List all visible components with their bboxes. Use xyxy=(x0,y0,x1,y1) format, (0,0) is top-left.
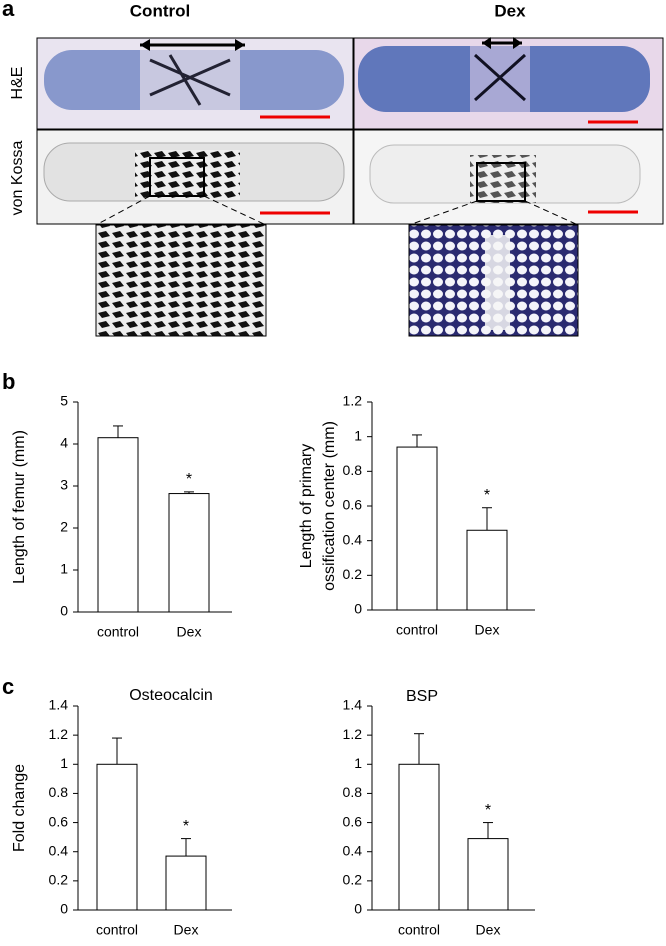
y-tick-label: 0.8 xyxy=(49,784,69,800)
y-tick-label: 0 xyxy=(354,901,362,917)
x-tick-label: Dex xyxy=(177,624,202,640)
bar xyxy=(467,838,509,911)
y-tick-label: 0.4 xyxy=(343,531,363,547)
chart-title: Osteocalcin xyxy=(129,687,213,704)
y-tick-label: 0.4 xyxy=(343,842,363,858)
y-tick-label: 3 xyxy=(60,477,68,493)
y-tick-label: 1 xyxy=(354,427,362,443)
row-label: H&E xyxy=(9,67,26,100)
chart-title: BSP xyxy=(406,688,438,705)
y-axis-label: ossification center (mm) xyxy=(321,421,338,591)
x-tick-label: Dex xyxy=(475,622,500,638)
y-tick-label: 1 xyxy=(354,755,362,771)
y-axis-label: Fold change xyxy=(11,764,28,852)
y-tick-label: 0 xyxy=(60,603,68,619)
y-axis-label: Length of femur (mm) xyxy=(11,430,28,584)
y-tick-label: 0.2 xyxy=(343,872,363,888)
x-tick-label: Dex xyxy=(174,922,199,938)
y-tick-label: 1.2 xyxy=(343,393,363,409)
panel-label: c xyxy=(2,674,14,699)
y-tick-label: 1.2 xyxy=(49,726,69,742)
y-tick-label: 0 xyxy=(60,901,68,917)
x-tick-label: control xyxy=(396,622,438,638)
y-tick-label: 2 xyxy=(60,519,68,535)
x-tick-label: control xyxy=(96,922,138,938)
y-tick-label: 4 xyxy=(60,435,68,451)
y-tick-label: 1 xyxy=(60,755,68,771)
column-label: Dex xyxy=(494,1,526,20)
y-tick-label: 0 xyxy=(354,601,362,617)
y-tick-label: 0.2 xyxy=(343,566,363,582)
panel-label: a xyxy=(2,0,15,21)
row-label: von Kossa xyxy=(9,141,26,216)
y-tick-label: 1.4 xyxy=(49,697,69,713)
significance-label: * xyxy=(485,802,491,819)
significance-label: * xyxy=(183,818,189,835)
panel-label: b xyxy=(2,369,15,394)
y-tick-label: 0.4 xyxy=(49,842,69,858)
y-tick-label: 0.8 xyxy=(343,784,363,800)
bar xyxy=(165,855,207,911)
bar xyxy=(398,763,440,911)
y-tick-label: 1 xyxy=(60,561,68,577)
bar xyxy=(97,437,139,613)
bar xyxy=(96,763,138,911)
y-tick-label: 0.6 xyxy=(343,497,363,513)
y-tick-label: 0.6 xyxy=(343,813,363,829)
x-tick-label: Dex xyxy=(476,922,501,938)
y-tick-label: 0.2 xyxy=(49,872,69,888)
bar xyxy=(168,493,210,613)
x-tick-label: control xyxy=(97,624,139,640)
histology-images xyxy=(36,37,664,337)
column-label: Control xyxy=(130,1,190,20)
bar xyxy=(466,529,508,611)
significance-label: * xyxy=(186,471,192,488)
y-tick-label: 0.6 xyxy=(49,813,69,829)
y-axis-label: Length of primary xyxy=(298,444,315,569)
y-tick-label: 0.8 xyxy=(343,462,363,478)
bar xyxy=(396,446,438,611)
x-tick-label: control xyxy=(398,922,440,938)
y-tick-label: 1.4 xyxy=(343,697,363,713)
y-tick-label: 5 xyxy=(60,393,68,409)
y-tick-label: 1.2 xyxy=(343,726,363,742)
significance-label: * xyxy=(484,487,490,504)
